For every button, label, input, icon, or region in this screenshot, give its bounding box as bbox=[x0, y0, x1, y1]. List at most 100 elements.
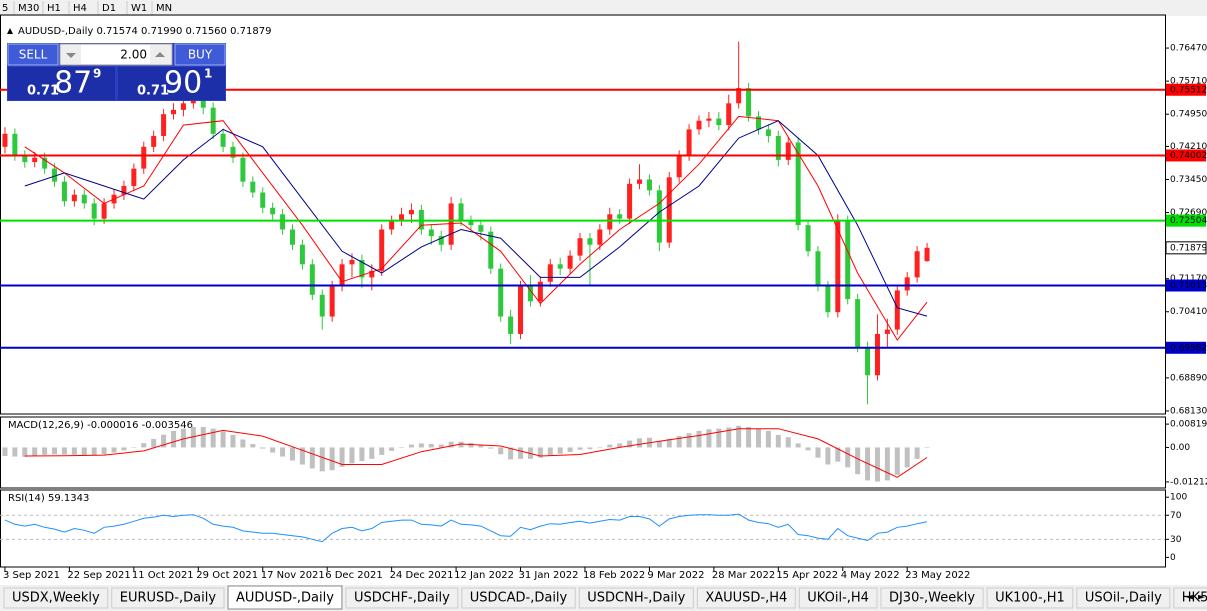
candle-body bbox=[438, 236, 444, 245]
macd-bar bbox=[448, 441, 454, 448]
level-tag bbox=[1166, 214, 1206, 227]
panel-frame bbox=[0, 14, 1166, 415]
macd-bar bbox=[537, 447, 543, 458]
level-label: 0.72504 bbox=[1170, 216, 1207, 226]
macd-bar bbox=[775, 434, 781, 448]
macd-bar bbox=[121, 447, 127, 451]
tab[interactable] bbox=[1076, 587, 1171, 609]
y-tick-label: 0.76470 bbox=[1170, 44, 1207, 54]
timeframe-button[interactable]: H1 bbox=[47, 3, 61, 14]
candle-body bbox=[408, 209, 414, 215]
macd-bar bbox=[468, 442, 474, 448]
candle-body bbox=[706, 118, 712, 121]
macd-bar bbox=[210, 428, 216, 448]
buy-button[interactable] bbox=[174, 43, 226, 66]
price-label: 0.71879 bbox=[1170, 243, 1207, 253]
candle-body bbox=[914, 251, 920, 278]
macd-bar bbox=[369, 447, 375, 459]
panel-frame bbox=[0, 489, 1166, 568]
candle-body bbox=[359, 259, 365, 278]
tab[interactable] bbox=[345, 587, 459, 609]
candle-body bbox=[617, 214, 623, 219]
timeframe-button[interactable]: M30 bbox=[18, 3, 39, 14]
sell-button[interactable] bbox=[7, 43, 59, 66]
candle-body bbox=[736, 88, 742, 104]
bid-box[interactable] bbox=[8, 67, 115, 100]
macd-bar bbox=[289, 447, 295, 461]
candle-body bbox=[151, 135, 157, 147]
tab[interactable] bbox=[1173, 587, 1207, 609]
volume-input[interactable] bbox=[59, 43, 173, 66]
candle-body bbox=[260, 192, 266, 208]
candle-body bbox=[845, 220, 851, 300]
arrow-icon bbox=[155, 52, 165, 57]
macd-bar bbox=[845, 447, 851, 468]
candle-body bbox=[81, 194, 87, 204]
moving-average bbox=[24, 115, 928, 341]
candle-body bbox=[71, 194, 77, 202]
tab[interactable] bbox=[111, 587, 225, 609]
volume-value: 2.00 bbox=[120, 48, 147, 62]
x-tick-label: 23 May 2022 bbox=[905, 570, 970, 581]
macd-bar bbox=[795, 443, 801, 448]
candle-body bbox=[349, 259, 355, 265]
level-label: 0.71013 bbox=[1170, 281, 1207, 291]
timeframe-button[interactable]: 5 bbox=[2, 3, 8, 14]
ask-box[interactable] bbox=[118, 67, 225, 100]
candle-body bbox=[805, 225, 811, 252]
x-tick-label: 17 Nov 2021 bbox=[261, 570, 325, 581]
ask-prefix: 0.71 bbox=[137, 84, 169, 99]
macd-bar bbox=[656, 441, 662, 448]
tab[interactable] bbox=[3, 587, 109, 609]
candle-body bbox=[32, 157, 38, 163]
macd-bar bbox=[765, 430, 771, 448]
candle-body bbox=[894, 290, 900, 330]
macd-bar bbox=[418, 443, 424, 448]
timeframe-button[interactable]: H4 bbox=[73, 3, 87, 14]
tab[interactable] bbox=[227, 585, 343, 610]
macd-bar bbox=[12, 447, 18, 457]
macd-bar bbox=[686, 433, 692, 448]
macd-bar bbox=[587, 447, 593, 450]
tab[interactable] bbox=[798, 587, 878, 609]
scroll-right[interactable]: ► bbox=[1198, 593, 1205, 603]
y-tick-label: 70 bbox=[1170, 511, 1182, 521]
candle-body bbox=[686, 129, 692, 156]
y-tick-label: 0.73450 bbox=[1170, 175, 1207, 185]
tab[interactable] bbox=[986, 587, 1074, 609]
y-tick-label: 0.74950 bbox=[1170, 110, 1207, 120]
macd-bar bbox=[240, 439, 246, 448]
tab[interactable] bbox=[880, 587, 984, 609]
candle-body bbox=[547, 264, 553, 282]
macd-bar bbox=[755, 428, 761, 448]
macd-bar bbox=[488, 447, 494, 449]
tab-label: UKOil-,H4 bbox=[807, 591, 869, 606]
candle-body bbox=[646, 179, 652, 191]
candle-body bbox=[200, 96, 206, 108]
timeframe-button[interactable]: D1 bbox=[102, 3, 116, 14]
timeframe-button[interactable]: W1 bbox=[131, 3, 147, 14]
macd-bar bbox=[22, 447, 28, 457]
y-tick-label: 0.72690 bbox=[1170, 208, 1207, 218]
tab[interactable] bbox=[696, 587, 796, 609]
tab[interactable] bbox=[461, 587, 576, 609]
macd-bar bbox=[339, 447, 345, 467]
panel-title: RSI(14) 59.1343 bbox=[8, 493, 89, 504]
candle-body bbox=[379, 229, 385, 271]
candle-body bbox=[12, 133, 18, 156]
macd-bar bbox=[825, 447, 831, 465]
timeframe-button[interactable]: MN bbox=[156, 3, 172, 14]
candle-body bbox=[855, 299, 861, 347]
macd-bar bbox=[171, 430, 177, 448]
candle-body bbox=[131, 168, 137, 186]
macd-bar bbox=[666, 438, 672, 448]
y-tick-label: 0.70410 bbox=[1170, 307, 1207, 317]
candle-body bbox=[835, 220, 841, 313]
tab-label: DJ30-,Weekly bbox=[889, 591, 975, 606]
panel-title: AUDUSD-,Daily 0.71574 0.71990 0.71560 0.… bbox=[18, 26, 271, 37]
candle-body bbox=[448, 203, 454, 245]
scroll-left[interactable]: ◄ bbox=[1186, 593, 1193, 603]
candle-body bbox=[309, 264, 315, 295]
tab[interactable] bbox=[578, 587, 694, 609]
y-tick-label: 30 bbox=[1170, 535, 1182, 545]
